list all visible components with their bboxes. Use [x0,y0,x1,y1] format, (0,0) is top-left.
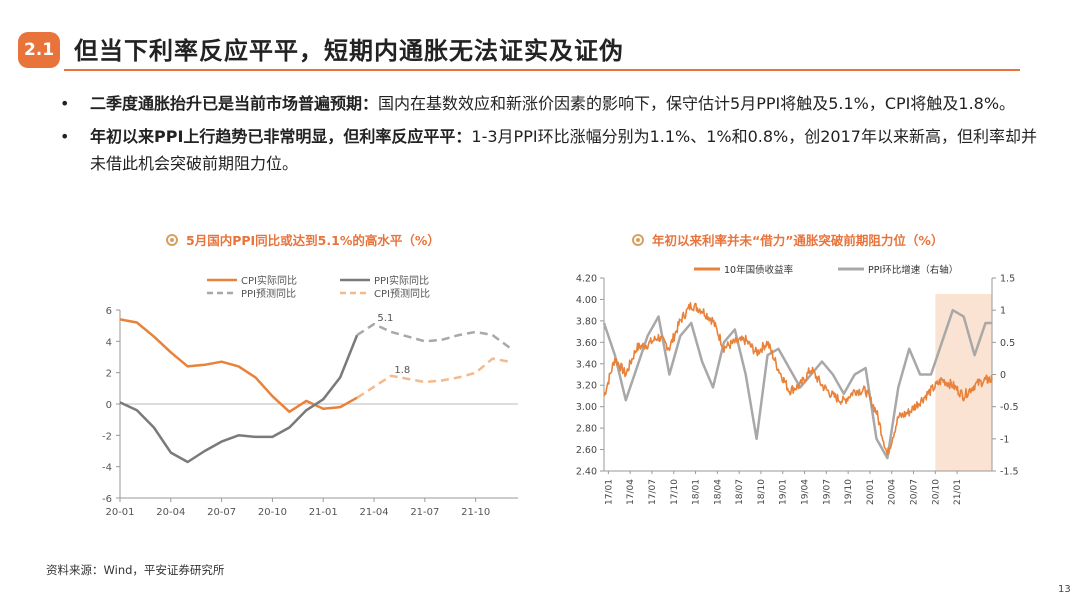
bullet-dot-icon: • [60,127,70,146]
series-line-1 [119,334,359,464]
x-tick-label: 20-07 [207,507,236,518]
bullet-item: • 二季度通胀抬升已是当前市场普遍预期：国内在基数效应和新涨价因素的影响下，保守… [58,90,1038,117]
title-divider [64,69,1020,71]
bullet-heading: 年初以来PPI上行趋势已非常明显，但利率反应平平： [90,127,472,146]
left-y-tick-label: 3.60 [576,338,597,349]
x-tick-label: 18/01 [692,479,702,505]
left-y-tick-label: 3.20 [576,381,597,392]
x-tick-label: 19/01 [779,479,789,505]
x-tick-label: 20-01 [105,507,134,518]
y-tick-label: 4 [106,337,112,348]
x-tick-label: 21-04 [360,507,389,518]
x-tick-label: 18/07 [735,479,745,505]
series-line-0 [119,318,358,414]
right-y-tick-label: 0 [1000,370,1006,381]
bullet-dot-icon: • [60,94,70,113]
section-number-badge: 2.1 [18,32,60,68]
series-line-yield [603,301,993,456]
y-tick-label: -6 [102,494,112,505]
right-y-tick-label: 1 [1000,306,1006,317]
chart1-inflation-forecast: CPI实际同比 PPI实际同比 PPI预测同比 CPI预测同比 6 4 2 0 -2 -4 -6 20… [102,274,518,518]
left-y-tick-label: 4.00 [576,295,597,306]
left-y-tick-label: 3.80 [576,316,597,327]
x-tick-label: 19/07 [822,479,832,505]
legend-label: PPI预测同比 [241,287,296,300]
x-tick-label: 20/07 [910,479,920,505]
page-number: 13 [1058,584,1071,595]
legend-label: CPI实际同比 [241,274,297,287]
x-tick-label: 20-04 [156,507,185,518]
source-note: 资料来源：Wind，平安证券研究所 [46,563,225,577]
legend-label: PPI环比增速（右轴） [868,264,958,276]
legend-label: CPI预测同比 [374,287,430,300]
bullet-text: 国内在基数效应和新涨价因素的影响下，保守估计5月PPI将触及5.1%，CPI将触… [378,94,1016,113]
right-y-tick-label: -1.5 [1000,467,1019,478]
right-y-tick-label: 1.5 [1000,274,1015,285]
right-y-tick-label: 0.5 [1000,338,1015,349]
chart2-yield-vs-ppi: 10年国债收益率 PPI环比增速（右轴） 4.20 4.00 3.80 3.60 3.40 3… [576,264,1019,505]
series-line-ppi [602,308,992,460]
x-tick-label: 21-07 [410,507,439,518]
x-tick-label: 17/07 [648,479,658,505]
annotation-label: 1.8 [394,365,410,376]
right-y-tick-label: -0.5 [1000,402,1019,413]
x-tick-label: 18/10 [757,479,767,505]
y-tick-label: 0 [106,400,112,411]
y-tick-label: 6 [106,306,112,317]
bullet-item: • 年初以来PPI上行趋势已非常明显，但利率反应平平：1-3月PPI环比涨幅分别… [58,123,1038,177]
x-tick-label: 20/04 [888,479,898,505]
left-y-tick-label: 3.00 [576,402,597,413]
x-tick-label: 21/01 [953,479,963,505]
y-tick-label: -2 [102,431,112,442]
x-tick-label: 17/10 [670,479,680,505]
chart2-title: 年初以来利率并未“借力”通胀突破前期阻力位（%） [632,230,943,249]
x-tick-label: 17/01 [604,479,614,505]
x-tick-label: 18/04 [713,479,723,505]
ring-bullet-icon [166,233,178,246]
page-title: 但当下利率反应平平，短期内通胀无法证实及证伪 [74,37,624,65]
left-y-tick-label: 3.40 [576,359,597,370]
x-tick-label: 17/04 [626,479,636,505]
x-tick-label: 20/01 [866,479,876,505]
x-tick-label: 21-01 [309,507,338,518]
left-y-tick-label: 2.60 [576,445,597,456]
x-tick-label: 21-10 [461,507,490,518]
chart1-title-text: 5月国内PPI同比或达到5.1%的高水平（%） [186,233,440,248]
x-tick-label: 20/10 [931,479,941,505]
x-tick-label: 20-10 [258,507,287,518]
chart2-title-text: 年初以来利率并未“借力”通胀突破前期阻力位（%） [652,233,944,248]
left-y-tick-label: 2.80 [576,424,597,435]
bullet-text: 1-3月PPI环比涨幅分别为1.1%、1%和0.8%，创2017年以来新高，但利… [90,127,1037,173]
left-y-tick-label: 2.40 [576,467,597,478]
y-tick-label: 2 [106,369,112,380]
ring-bullet-icon [632,233,644,246]
bullet-heading: 二季度通胀抬升已是当前市场普遍预期： [90,94,379,113]
x-tick-label: 19/04 [801,479,811,505]
chart1-title: 5月国内PPI同比或达到5.1%的高水平（%） [166,230,440,249]
series-line-3 [356,357,510,399]
left-y-tick-label: 4.20 [576,274,597,285]
bullet-list: • 二季度通胀抬升已是当前市场普遍预期：国内在基数效应和新涨价因素的影响下，保守… [58,90,1038,183]
x-tick-label: 19/10 [844,479,854,505]
right-y-tick-label: -1 [1000,434,1009,445]
series-line-2 [356,322,511,349]
legend-label: 10年国债收益率 [724,264,794,276]
legend-label: PPI实际同比 [374,274,429,287]
annotation-label: 5.1 [377,313,393,324]
y-tick-label: -4 [102,463,112,474]
